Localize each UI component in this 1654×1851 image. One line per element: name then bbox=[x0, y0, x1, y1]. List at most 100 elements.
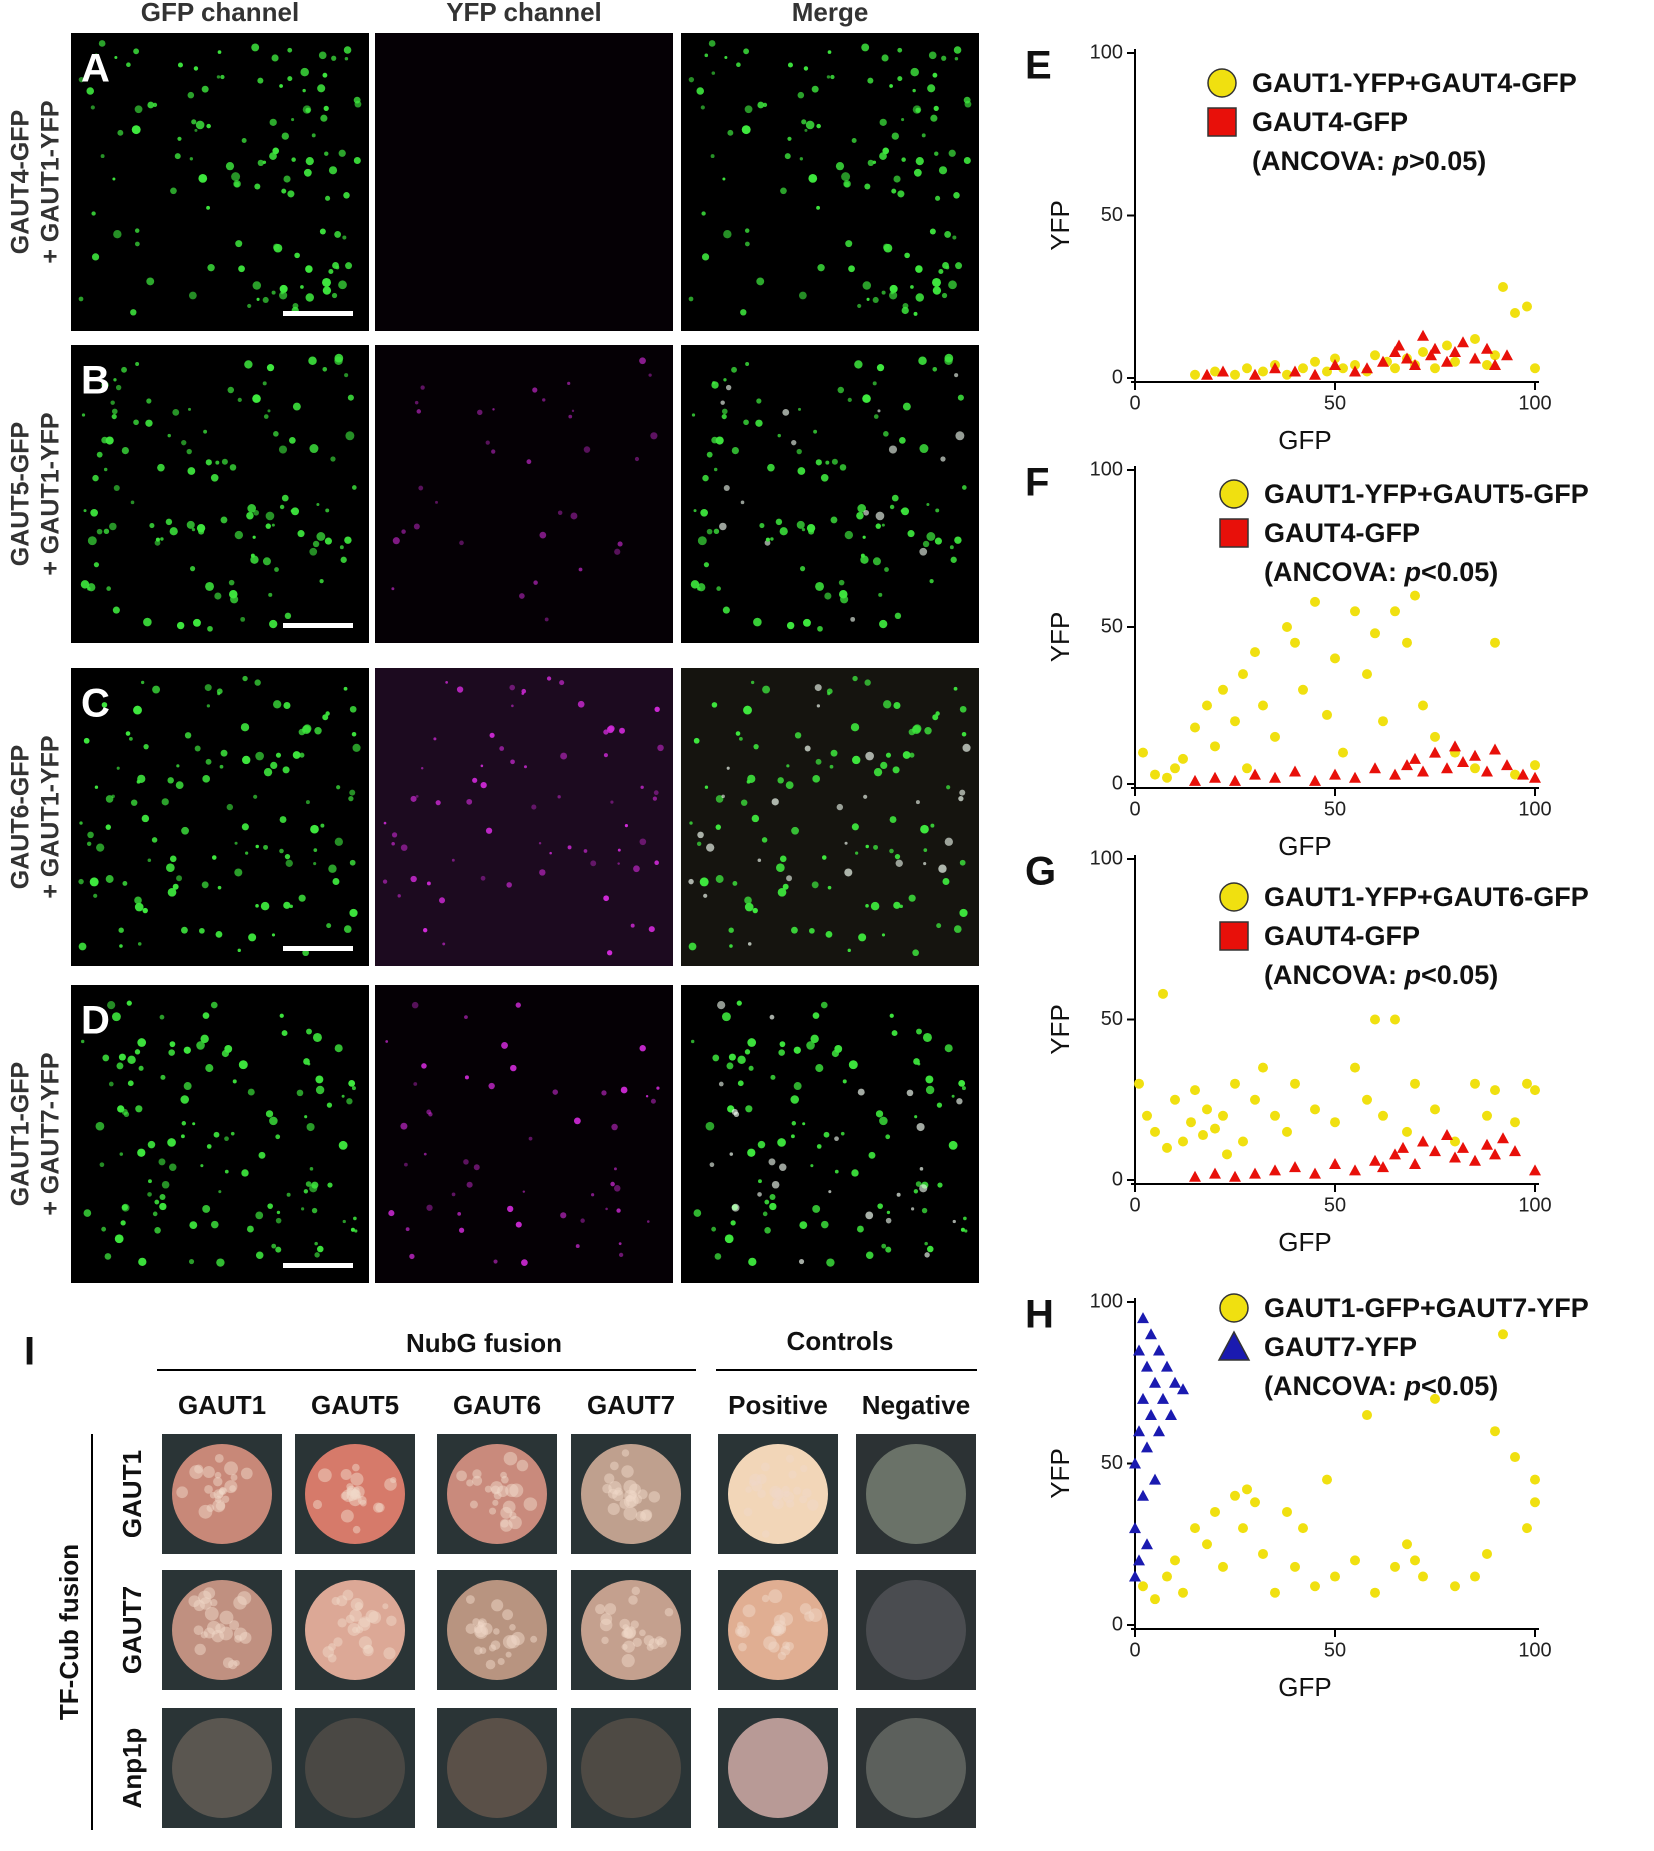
signal-dot bbox=[889, 1013, 894, 1018]
signal-dot bbox=[106, 586, 111, 591]
signal-dot bbox=[254, 183, 261, 190]
signal-dot bbox=[844, 530, 854, 540]
signal-dot bbox=[744, 228, 750, 233]
scatter-point bbox=[1177, 1383, 1189, 1395]
signal-dot bbox=[812, 775, 821, 783]
scatter-point bbox=[1170, 763, 1180, 774]
signal-dot bbox=[205, 1064, 214, 1073]
signal-dot bbox=[848, 265, 855, 273]
column-label: GAUT1 bbox=[178, 1390, 266, 1420]
signal-dot bbox=[140, 680, 145, 685]
signal-dot bbox=[279, 816, 287, 823]
scatter-point bbox=[1417, 1135, 1429, 1147]
signal-dot bbox=[889, 284, 898, 293]
signal-dot bbox=[862, 535, 866, 539]
signal-dot bbox=[867, 77, 874, 84]
signal-dot bbox=[234, 841, 238, 845]
signal-dot bbox=[466, 798, 473, 805]
signal-dot bbox=[167, 433, 171, 438]
signal-dot bbox=[932, 714, 939, 721]
signal-dot bbox=[383, 821, 387, 825]
colony-texture bbox=[472, 1475, 483, 1486]
colony-texture bbox=[761, 1594, 770, 1603]
signal-dot bbox=[181, 926, 188, 934]
signal-dot bbox=[194, 745, 201, 752]
signal-dot bbox=[779, 1163, 787, 1171]
signal-dot bbox=[937, 1182, 943, 1188]
signal-dot bbox=[279, 504, 285, 510]
signal-dot bbox=[805, 120, 815, 130]
signal-dot bbox=[744, 241, 750, 247]
colony-texture bbox=[469, 1500, 478, 1509]
signal-dot bbox=[349, 789, 356, 796]
scatter-point bbox=[1141, 1538, 1153, 1550]
signal-dot bbox=[806, 523, 816, 533]
signal-dot bbox=[855, 851, 859, 855]
scatter-point bbox=[1417, 765, 1429, 777]
scatter-point bbox=[1362, 1094, 1372, 1105]
scatter-point bbox=[1201, 368, 1213, 380]
signal-dot bbox=[824, 592, 832, 600]
annotation: (ANCOVA: p>0.05) bbox=[1252, 146, 1486, 176]
signal-dot bbox=[147, 858, 152, 863]
signal-dot bbox=[603, 895, 610, 902]
panel-letter: A bbox=[81, 47, 110, 91]
signal-dot bbox=[110, 400, 115, 405]
x-axis-title: GFP bbox=[1278, 425, 1331, 455]
signal-dot bbox=[331, 55, 337, 61]
signal-dot bbox=[815, 459, 822, 466]
signal-dot bbox=[533, 580, 538, 585]
signal-dot bbox=[435, 500, 438, 504]
signal-dot bbox=[803, 66, 809, 71]
scatter-point bbox=[1470, 1078, 1480, 1089]
signal-dot bbox=[744, 105, 753, 114]
scatter-point bbox=[1370, 350, 1380, 361]
signal-dot bbox=[410, 875, 417, 883]
signal-dot bbox=[815, 1064, 824, 1073]
signal-dot bbox=[322, 72, 328, 78]
signal-dot bbox=[493, 1259, 498, 1264]
signal-dot bbox=[865, 904, 869, 908]
signal-dot bbox=[279, 1013, 284, 1018]
signal-dot bbox=[808, 174, 818, 183]
signal-dot bbox=[117, 129, 124, 136]
colony-texture bbox=[503, 1451, 518, 1466]
signal-dot bbox=[570, 512, 578, 520]
signal-dot bbox=[161, 1180, 170, 1189]
signal-dot bbox=[202, 775, 211, 783]
scatter-point bbox=[1190, 369, 1200, 380]
signal-dot bbox=[238, 265, 245, 273]
signal-dot bbox=[325, 195, 331, 201]
signal-dot bbox=[133, 705, 142, 715]
signal-dot bbox=[247, 303, 252, 308]
signal-dot bbox=[804, 745, 811, 752]
scatter-point bbox=[1457, 336, 1469, 348]
signal-dot bbox=[873, 414, 879, 419]
signal-dot bbox=[782, 408, 790, 416]
colony-texture bbox=[484, 1485, 492, 1493]
signal-dot bbox=[724, 1234, 734, 1244]
signal-dot bbox=[322, 277, 331, 287]
signal-dot bbox=[639, 357, 646, 365]
scatter-point bbox=[1370, 1014, 1380, 1025]
colony-texture bbox=[340, 1509, 354, 1523]
y-axis-title: YFP bbox=[1045, 1004, 1075, 1055]
signal-dot bbox=[90, 508, 98, 517]
signal-dot bbox=[915, 1181, 922, 1187]
signal-dot bbox=[750, 680, 755, 685]
signal-dot bbox=[263, 767, 273, 777]
signal-dot bbox=[283, 702, 291, 710]
column-header: YFP channel bbox=[446, 0, 602, 27]
signal-dot bbox=[605, 1207, 608, 1211]
signal-dot bbox=[313, 862, 317, 866]
signal-dot bbox=[652, 796, 658, 801]
scatter-point bbox=[1430, 731, 1440, 742]
signal-dot bbox=[269, 1116, 278, 1126]
signal-dot bbox=[344, 536, 352, 544]
signal-dot bbox=[889, 84, 893, 88]
colony-texture bbox=[224, 1461, 238, 1476]
signal-dot bbox=[133, 48, 140, 55]
signal-dot bbox=[334, 837, 343, 846]
scatter-point bbox=[1429, 342, 1441, 354]
signal-dot bbox=[758, 1179, 762, 1184]
